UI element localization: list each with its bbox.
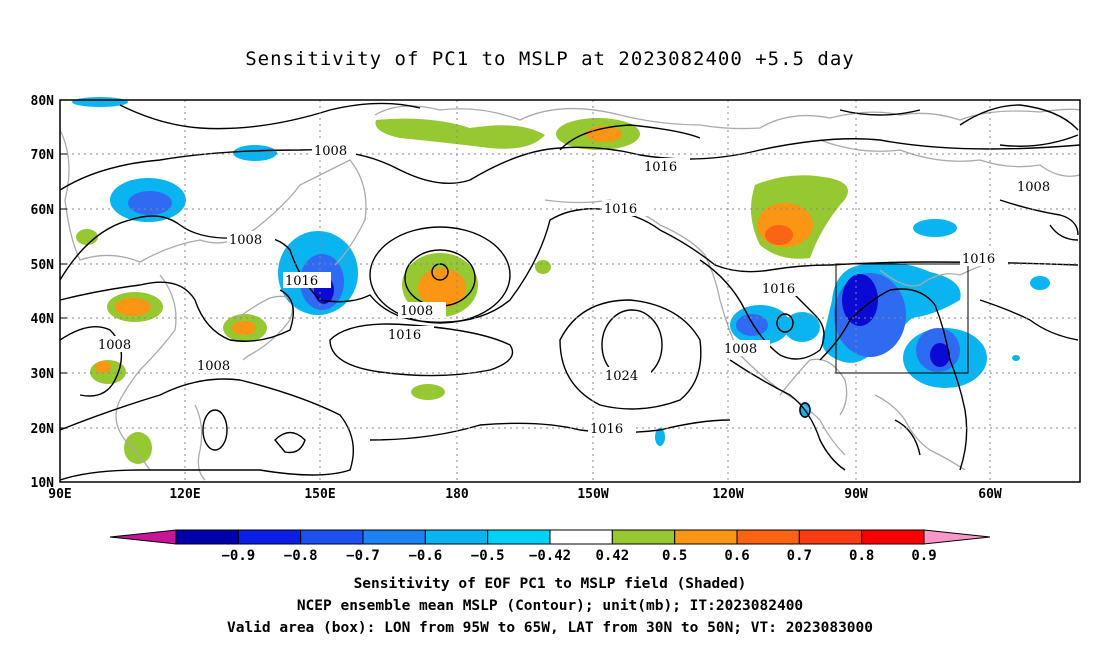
contour-label: 1016 (962, 252, 995, 267)
shade-orange (418, 268, 466, 308)
lat-label: 70N (31, 148, 55, 163)
colorbar-swatch (487, 529, 551, 545)
colorbar-label: 0.7 (787, 548, 812, 564)
lon-label: 150W (577, 487, 608, 502)
shade-blue-deep (736, 314, 768, 336)
colorbar-label: 0.8 (849, 548, 874, 564)
chart-title: Sensitivity of PC1 to MSLP at 2023082400… (245, 48, 855, 70)
contour-label: 1008 (724, 342, 757, 357)
shade-blue (655, 428, 665, 446)
contour-label: 1016 (762, 282, 795, 297)
shade-green (411, 384, 445, 400)
shade-blue-deep (128, 191, 172, 215)
colorbar-swatch (611, 529, 676, 545)
lat-label: 30N (31, 367, 55, 382)
contour-labels: 1008 1016 1008 1008 1016 1016 1016 1008 … (96, 142, 1063, 437)
lon-label: 180 (445, 487, 469, 502)
caption-line-1: Sensitivity of EOF PC1 to MSLP field (Sh… (353, 576, 747, 592)
caption-line-2: NCEP ensemble mean MSLP (Contour); unit(… (296, 598, 804, 614)
contour-label: 1016 (285, 274, 318, 289)
shade-blue (784, 312, 820, 342)
colorbar: −0.9 −0.8 −0.7 −0.6 −0.5 −0.42 0.42 0.5 0.6 0.7 0.… (109, 529, 991, 564)
captions: Sensitivity of EOF PC1 to MSLP field (Sh… (0, 573, 1100, 639)
lat-label: 10N (31, 476, 55, 491)
colorbar-right-arrow (923, 529, 991, 545)
colorbar-label: 0.5 (662, 548, 687, 564)
lat-label: 40N (31, 312, 55, 327)
colorbar-label: −0.8 (284, 548, 318, 564)
contour-label: 1008 (229, 233, 262, 248)
lon-label: 120W (712, 487, 743, 502)
lon-label: 150E (304, 487, 335, 502)
shade-orange (115, 298, 151, 316)
contour-label: 1016 (644, 160, 677, 175)
colorbar-swatch (861, 529, 925, 545)
contour-label: 1024 (605, 369, 638, 384)
colorbar-swatch (237, 529, 302, 545)
map-frame (59, 99, 1081, 483)
shade-green (375, 118, 545, 149)
colorbar-label: −0.6 (408, 548, 442, 564)
colorbar-left-arrow (109, 529, 177, 545)
colorbar-swatch (798, 529, 863, 545)
colorbar-label: 0.9 (911, 548, 936, 564)
contour-label: 1016 (604, 202, 637, 217)
shade-blue-deep (842, 274, 878, 326)
shade-green (535, 260, 551, 274)
shade-blue (1030, 276, 1050, 290)
shade-blue (72, 97, 128, 107)
shade-green (76, 229, 98, 245)
lon-label: 90W (844, 487, 868, 502)
shade-orange (232, 321, 256, 335)
mslp-contours (59, 102, 1081, 481)
shade-blue-deep (930, 343, 950, 367)
shading-layer (72, 97, 1050, 464)
latitude-labels: 80N 70N 60N 50N 40N 30N 20N 10N (31, 94, 55, 491)
contour-label: 1016 (388, 328, 421, 343)
colorbar-swatch (674, 529, 738, 545)
grid (60, 100, 1080, 482)
contour-label: 1016 (590, 422, 623, 437)
lat-label: 20N (31, 422, 55, 437)
shade-orange (765, 225, 793, 245)
contour-label: 1008 (1017, 180, 1050, 195)
lat-label: 80N (31, 94, 55, 109)
lon-label: 120E (169, 487, 200, 502)
shade-blue (913, 219, 957, 237)
contour-label: 1008 (98, 338, 131, 353)
colorbar-swatch (362, 529, 426, 545)
lon-label: 90E (48, 487, 71, 502)
colorbar-label: 0.6 (724, 548, 749, 564)
colorbar-swatch (549, 529, 613, 545)
caption-line-3: Valid area (box): LON from 95W to 65W, L… (226, 620, 873, 636)
colorbar-label: 0.42 (595, 548, 629, 564)
lat-label: 50N (31, 258, 55, 273)
shade-orange (95, 361, 111, 373)
contour-label: 1008 (400, 304, 433, 319)
colorbar-swatch (300, 529, 364, 545)
colorbar-swatch (175, 529, 239, 545)
shade-green (124, 432, 152, 464)
lat-label: 60N (31, 203, 55, 218)
colorbar-label: −0.7 (346, 548, 380, 564)
contour-label: 1008 (314, 144, 347, 159)
colorbar-label: −0.42 (529, 548, 571, 564)
shade-blue (1012, 355, 1020, 361)
shade-blue (233, 145, 277, 161)
contour-label: 1008 (197, 359, 230, 374)
longitude-labels: 90E 120E 150E 180 150W 120W 90W 60W (48, 487, 1002, 502)
colorbar-label: −0.9 (221, 548, 255, 564)
colorbar-label: −0.5 (471, 548, 505, 564)
valid-area-box (835, 263, 969, 374)
lon-label: 60W (978, 487, 1002, 502)
colorbar-swatch (736, 529, 800, 545)
colorbar-swatch (424, 529, 489, 545)
